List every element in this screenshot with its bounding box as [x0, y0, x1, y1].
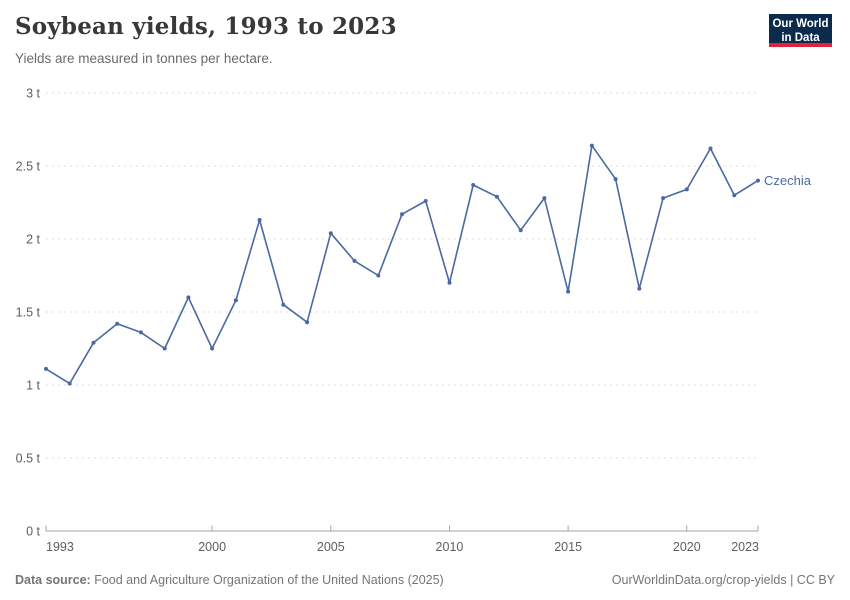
data-point[interactable] [115, 321, 120, 326]
x-tick-label: 2010 [436, 540, 464, 554]
y-tick-label: 2 t [26, 233, 40, 247]
data-point[interactable] [257, 218, 262, 222]
x-tick-label: 2015 [554, 540, 582, 554]
data-point[interactable] [400, 212, 404, 217]
data-point[interactable] [447, 280, 452, 285]
data-point[interactable] [162, 346, 167, 351]
data-point[interactable] [756, 178, 760, 183]
y-tick-label: 0 t [26, 525, 40, 539]
data-source-text: Food and Agriculture Organization of the… [90, 573, 444, 587]
x-tick-label: 2000 [198, 540, 226, 554]
data-point[interactable] [732, 193, 737, 198]
data-point[interactable] [305, 320, 310, 325]
entity-label[interactable]: Czechia [764, 173, 812, 188]
data-point[interactable] [281, 302, 286, 307]
data-point[interactable] [708, 146, 713, 151]
x-tick-label: 2020 [673, 540, 701, 554]
x-tick-label: 2005 [317, 540, 345, 554]
owid-logo: Our World in Data [769, 14, 832, 47]
x-axis: 1993 2000 2005 2010 2015 2020 2023 [45, 525, 759, 554]
data-point[interactable] [471, 183, 476, 187]
data-point[interactable] [376, 273, 381, 278]
data-point[interactable] [233, 298, 238, 303]
series-czechia[interactable] [44, 143, 760, 386]
series-line[interactable] [45, 144, 759, 385]
data-point[interactable] [661, 196, 666, 201]
data-point[interactable] [210, 346, 215, 351]
data-point[interactable] [542, 196, 547, 201]
chart-subtitle: Yields are measured in tonnes per hectar… [15, 51, 273, 66]
data-point[interactable] [352, 258, 357, 263]
y-tick-label: 2.5 t [16, 160, 41, 174]
data-source-label: Data source: [15, 573, 91, 587]
data-point[interactable] [186, 295, 191, 300]
data-point[interactable] [44, 366, 48, 371]
y-axis: 0 t 0.5 t 1 t 1.5 t 2 t 2.5 t 3 t [16, 87, 760, 539]
owid-logo-line1: Our World [772, 18, 829, 30]
owid-logo-line2: in Data [781, 32, 820, 44]
y-tick-label: 1.5 t [16, 306, 41, 320]
data-point[interactable] [67, 381, 72, 386]
data-point[interactable] [328, 231, 333, 236]
data-point[interactable] [494, 194, 499, 199]
x-tick-label: 2023 [731, 540, 759, 554]
data-point[interactable] [589, 143, 594, 148]
chart-footer: Data source: Food and Agriculture Organi… [15, 573, 835, 587]
y-tick-label: 3 t [26, 87, 40, 101]
data-point[interactable] [637, 286, 642, 291]
data-point[interactable] [518, 228, 523, 233]
y-tick-label: 1 t [26, 379, 40, 393]
data-point[interactable] [423, 199, 428, 203]
data-source: Data source: Food and Agriculture Organi… [15, 573, 444, 587]
data-point[interactable] [91, 340, 96, 345]
footer-credit: OurWorldinData.org/crop-yields | CC BY [611, 573, 835, 587]
y-tick-label: 0.5 t [16, 452, 41, 466]
x-tick-label: 1993 [46, 540, 74, 554]
data-point[interactable] [138, 330, 143, 335]
page-title: Soybean yields, 1993 to 2023 [15, 13, 397, 40]
data-point[interactable] [566, 289, 571, 294]
data-point[interactable] [684, 187, 689, 192]
data-point[interactable] [613, 177, 618, 182]
